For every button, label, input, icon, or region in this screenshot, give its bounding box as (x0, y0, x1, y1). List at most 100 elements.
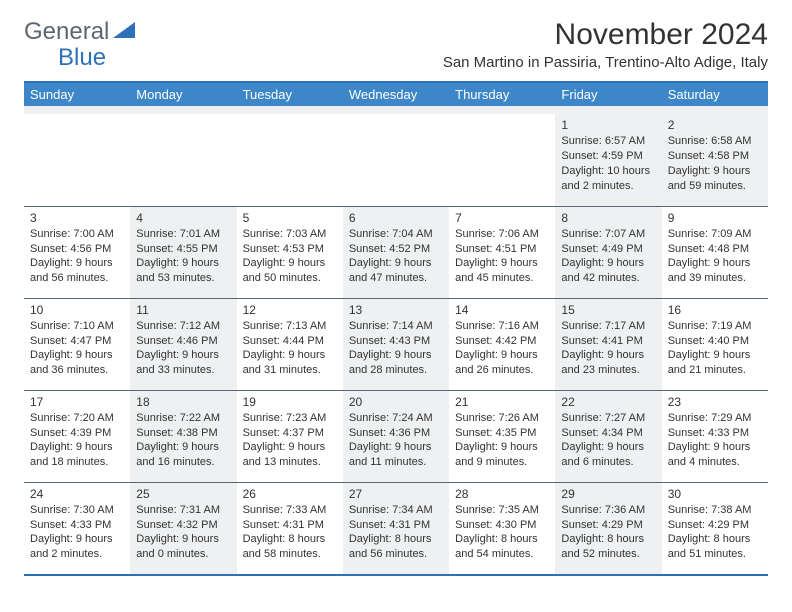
sunrise-text: Sunrise: 7:17 AM (561, 319, 655, 334)
sunset-text: Sunset: 4:42 PM (455, 334, 549, 349)
calendar-cell: 6Sunrise: 7:04 AMSunset: 4:52 PMDaylight… (343, 206, 449, 298)
sunset-text: Sunset: 4:31 PM (243, 518, 337, 533)
day-number: 16 (668, 302, 762, 318)
daylight-text: Daylight: 9 hours and 11 minutes. (349, 440, 443, 470)
calendar-cell (449, 114, 555, 206)
calendar-cell: 2Sunrise: 6:58 AMSunset: 4:58 PMDaylight… (662, 114, 768, 206)
day-number: 11 (136, 302, 230, 318)
sunrise-text: Sunrise: 7:13 AM (243, 319, 337, 334)
sunrise-text: Sunrise: 7:19 AM (668, 319, 762, 334)
sunrise-text: Sunrise: 6:57 AM (561, 134, 655, 149)
sunrise-text: Sunrise: 7:23 AM (243, 411, 337, 426)
day-number: 25 (136, 486, 230, 502)
sunrise-text: Sunrise: 7:09 AM (668, 227, 762, 242)
calendar-week: 3Sunrise: 7:00 AMSunset: 4:56 PMDaylight… (24, 206, 768, 298)
daylight-text: Daylight: 9 hours and 4 minutes. (668, 440, 762, 470)
daylight-text: Daylight: 9 hours and 42 minutes. (561, 256, 655, 286)
calendar-cell: 22Sunrise: 7:27 AMSunset: 4:34 PMDayligh… (555, 390, 661, 482)
sunset-text: Sunset: 4:55 PM (136, 242, 230, 257)
sunset-text: Sunset: 4:43 PM (349, 334, 443, 349)
daylight-text: Daylight: 9 hours and 26 minutes. (455, 348, 549, 378)
sunset-text: Sunset: 4:48 PM (668, 242, 762, 257)
day-number: 12 (243, 302, 337, 318)
dow-sunday: Sunday (24, 83, 130, 106)
daylight-text: Daylight: 9 hours and 31 minutes. (243, 348, 337, 378)
sunset-text: Sunset: 4:36 PM (349, 426, 443, 441)
daylight-text: Daylight: 9 hours and 13 minutes. (243, 440, 337, 470)
page: General Blue November 2024 San Martino i… (0, 0, 792, 594)
day-number: 4 (136, 210, 230, 226)
daylight-text: Daylight: 10 hours and 2 minutes. (561, 164, 655, 194)
sunset-text: Sunset: 4:35 PM (455, 426, 549, 441)
header: General Blue November 2024 San Martino i… (24, 18, 768, 71)
calendar-cell: 23Sunrise: 7:29 AMSunset: 4:33 PMDayligh… (662, 390, 768, 482)
calendar-cell: 27Sunrise: 7:34 AMSunset: 4:31 PMDayligh… (343, 482, 449, 574)
calendar-cell: 9Sunrise: 7:09 AMSunset: 4:48 PMDaylight… (662, 206, 768, 298)
calendar-cell: 16Sunrise: 7:19 AMSunset: 4:40 PMDayligh… (662, 298, 768, 390)
sunrise-text: Sunrise: 7:04 AM (349, 227, 443, 242)
sunset-text: Sunset: 4:52 PM (349, 242, 443, 257)
calendar-cell: 26Sunrise: 7:33 AMSunset: 4:31 PMDayligh… (237, 482, 343, 574)
calendar-cell: 19Sunrise: 7:23 AMSunset: 4:37 PMDayligh… (237, 390, 343, 482)
day-number: 28 (455, 486, 549, 502)
sunset-text: Sunset: 4:33 PM (30, 518, 124, 533)
daylight-text: Daylight: 8 hours and 52 minutes. (561, 532, 655, 562)
calendar-cell: 21Sunrise: 7:26 AMSunset: 4:35 PMDayligh… (449, 390, 555, 482)
daylight-text: Daylight: 9 hours and 28 minutes. (349, 348, 443, 378)
sunrise-text: Sunrise: 7:27 AM (561, 411, 655, 426)
logo-text-general: General (24, 18, 109, 46)
sunset-text: Sunset: 4:37 PM (243, 426, 337, 441)
sunset-text: Sunset: 4:34 PM (561, 426, 655, 441)
day-number: 15 (561, 302, 655, 318)
day-number: 17 (30, 394, 124, 410)
sunset-text: Sunset: 4:47 PM (30, 334, 124, 349)
sunset-text: Sunset: 4:31 PM (349, 518, 443, 533)
day-number: 7 (455, 210, 549, 226)
sunset-text: Sunset: 4:51 PM (455, 242, 549, 257)
calendar-cell (343, 114, 449, 206)
day-number: 13 (349, 302, 443, 318)
day-number: 27 (349, 486, 443, 502)
calendar-cell: 24Sunrise: 7:30 AMSunset: 4:33 PMDayligh… (24, 482, 130, 574)
sunset-text: Sunset: 4:32 PM (136, 518, 230, 533)
calendar-cell: 30Sunrise: 7:38 AMSunset: 4:29 PMDayligh… (662, 482, 768, 574)
dow-monday: Monday (130, 83, 236, 106)
calendar-cell: 12Sunrise: 7:13 AMSunset: 4:44 PMDayligh… (237, 298, 343, 390)
day-number: 20 (349, 394, 443, 410)
sunrise-text: Sunrise: 7:22 AM (136, 411, 230, 426)
day-number: 29 (561, 486, 655, 502)
day-number: 6 (349, 210, 443, 226)
calendar-cell: 25Sunrise: 7:31 AMSunset: 4:32 PMDayligh… (130, 482, 236, 574)
sunset-text: Sunset: 4:49 PM (561, 242, 655, 257)
sunrise-text: Sunrise: 6:58 AM (668, 134, 762, 149)
sunrise-text: Sunrise: 7:06 AM (455, 227, 549, 242)
sunset-text: Sunset: 4:29 PM (561, 518, 655, 533)
day-number: 1 (561, 117, 655, 133)
daylight-text: Daylight: 9 hours and 56 minutes. (30, 256, 124, 286)
daylight-text: Daylight: 9 hours and 21 minutes. (668, 348, 762, 378)
calendar-cell: 14Sunrise: 7:16 AMSunset: 4:42 PMDayligh… (449, 298, 555, 390)
daylight-text: Daylight: 9 hours and 47 minutes. (349, 256, 443, 286)
calendar-cell: 4Sunrise: 7:01 AMSunset: 4:55 PMDaylight… (130, 206, 236, 298)
sunset-text: Sunset: 4:30 PM (455, 518, 549, 533)
daylight-text: Daylight: 9 hours and 0 minutes. (136, 532, 230, 562)
sunrise-text: Sunrise: 7:07 AM (561, 227, 655, 242)
logo: General Blue (24, 18, 135, 46)
daylight-text: Daylight: 9 hours and 59 minutes. (668, 164, 762, 194)
day-number: 18 (136, 394, 230, 410)
calendar-week: 24Sunrise: 7:30 AMSunset: 4:33 PMDayligh… (24, 482, 768, 574)
calendar-cell: 3Sunrise: 7:00 AMSunset: 4:56 PMDaylight… (24, 206, 130, 298)
day-number: 2 (668, 117, 762, 133)
day-number: 23 (668, 394, 762, 410)
daylight-text: Daylight: 9 hours and 23 minutes. (561, 348, 655, 378)
sunrise-text: Sunrise: 7:12 AM (136, 319, 230, 334)
sunset-text: Sunset: 4:58 PM (668, 149, 762, 164)
sunset-text: Sunset: 4:41 PM (561, 334, 655, 349)
daylight-text: Daylight: 8 hours and 58 minutes. (243, 532, 337, 562)
month-title: November 2024 (443, 18, 768, 52)
daylight-text: Daylight: 9 hours and 39 minutes. (668, 256, 762, 286)
daylight-text: Daylight: 9 hours and 2 minutes. (30, 532, 124, 562)
sunrise-text: Sunrise: 7:14 AM (349, 319, 443, 334)
sunrise-text: Sunrise: 7:16 AM (455, 319, 549, 334)
daylight-text: Daylight: 8 hours and 54 minutes. (455, 532, 549, 562)
